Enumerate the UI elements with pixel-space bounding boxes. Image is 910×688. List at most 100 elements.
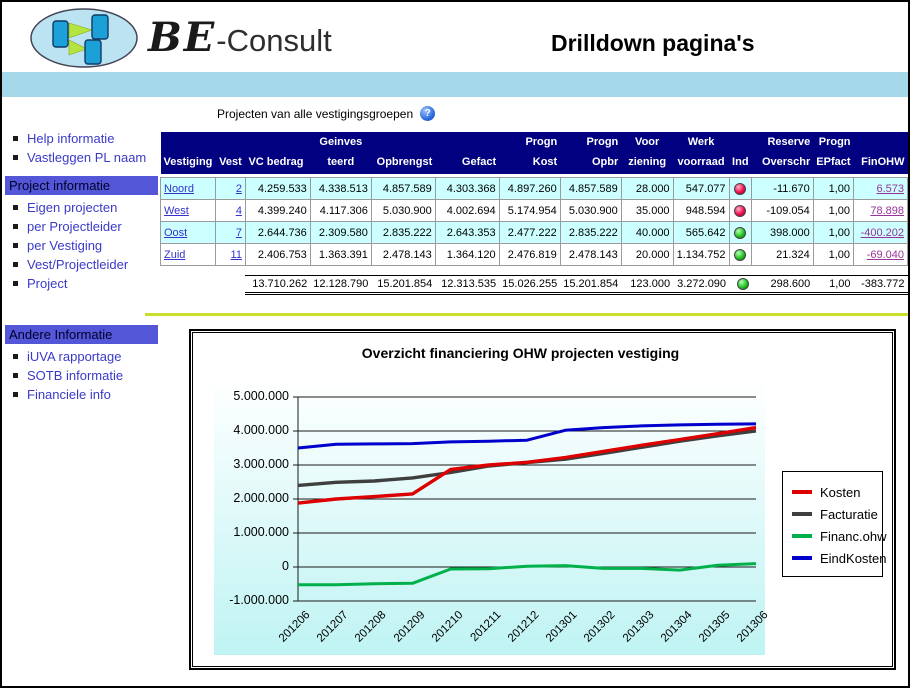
column-header-vc-bedrag: [245, 132, 311, 152]
column-header-ind: Ind: [729, 152, 752, 174]
sidebar-item-per-projectleider[interactable]: per Projectleider: [5, 218, 158, 235]
sidebar-item-iuva-rapportage[interactable]: iUVA rapportage: [5, 348, 158, 365]
vest-count-link[interactable]: 2: [235, 182, 242, 195]
legend-item-kosten: Kosten: [783, 481, 882, 503]
bullet-icon: [13, 136, 18, 141]
table-cell: 1,00: [812, 243, 855, 266]
table-cell: -11.670: [751, 177, 814, 200]
divider-line: [145, 313, 908, 316]
sidebar: Help informatie Vastleggen PL naam Projec…: [5, 128, 158, 294]
brand-rest-text: -Consult: [216, 23, 332, 58]
y-tick-label: -1.000.000: [229, 593, 289, 607]
table-cell: 28.000: [620, 177, 674, 200]
legend-item-facturatie: Facturatie: [783, 503, 882, 525]
sidebar-item-project-label: Project: [27, 276, 68, 291]
vestiging-link[interactable]: Noord: [164, 182, 194, 195]
column-header-teerd: teerd: [310, 152, 372, 174]
sidebar-item-financiele-info[interactable]: Financiele info: [5, 386, 158, 403]
table-cell: -69.040: [853, 243, 908, 266]
totals-cell: 15.201.854: [560, 274, 622, 296]
table-cell: 35.000: [620, 199, 674, 222]
indicator-ball-green: [736, 278, 749, 291]
table-cell: 1,00: [812, 199, 855, 222]
totals-cell: 298.600: [751, 274, 814, 296]
table-cell: 2.835.222: [559, 221, 622, 244]
table-cell: 565.642: [672, 221, 730, 244]
chart-inner: Overzicht financiering OHW projecten ves…: [192, 332, 893, 667]
vestiging-link[interactable]: Oost: [164, 226, 188, 239]
projects-table: Geinves Progn Progn Voor Werk Reserve Progn Ves…: [160, 132, 908, 296]
legend-swatch: [792, 534, 812, 538]
table-cell: [728, 199, 753, 222]
sidebar-item-per-vestiging[interactable]: per Vestiging: [5, 237, 158, 254]
table-cell: 2.406.753: [244, 243, 311, 266]
totals-cell: 3.272.090: [673, 274, 730, 296]
series-line-eindkosten: [297, 422, 757, 450]
sidebar-andere-items: iUVA rapportage SOTB informatie Financiele…: [5, 348, 158, 403]
totals-cell: -383.772: [853, 274, 908, 296]
table-cell: 4.303.368: [434, 177, 500, 200]
table-caption: Projecten van alle vestigingsgroepen: [217, 106, 414, 121]
column-header-finohw: FinOHW: [853, 152, 908, 174]
y-tick-label: 0: [282, 559, 289, 573]
column-header-vest: Vest: [215, 152, 246, 174]
table-cell: [728, 243, 753, 266]
table-cell: 4.897.260: [498, 177, 561, 200]
table-cell: 2.835.222: [370, 221, 436, 244]
sidebar-item-per-vestiging-label: per Vestiging: [27, 238, 103, 253]
table-cell: 2.644.736: [244, 221, 311, 244]
column-header-gefact: Gefact: [435, 152, 500, 174]
table-row: Noord 2 4.259.533 4.338.513 4.857.589 4.303.3…: [160, 177, 908, 200]
sidebar-item-vest-projectleider[interactable]: Vest/Projectleider: [5, 256, 158, 273]
vestiging-link[interactable]: Zuid: [164, 248, 186, 261]
table-cell: 2.476.819: [498, 243, 561, 266]
sidebar-item-eigen-projecten[interactable]: Eigen projecten: [5, 199, 158, 216]
series-line-financ-ohw: [298, 562, 757, 587]
sidebar-item-sotb-informatie[interactable]: SOTB informatie: [5, 367, 158, 384]
bullet-icon: [13, 243, 18, 248]
sidebar-item-help-informatie[interactable]: Help informatie: [5, 130, 158, 147]
table-cell: 5.174.954: [498, 199, 561, 222]
table-cell: 398.000: [751, 221, 814, 244]
table-cell: 4.857.589: [370, 177, 436, 200]
table-cell: 4.002.694: [434, 199, 500, 222]
table-cell: [728, 177, 753, 200]
column-header-teerd: Geinves: [310, 132, 372, 152]
vest-count-link[interactable]: 7: [235, 226, 242, 239]
table-cell: 4.399.240: [244, 199, 311, 222]
brand-script-text: BE: [148, 14, 217, 61]
totals-cell: [161, 276, 216, 294]
help-icon[interactable]: ?: [420, 106, 436, 121]
finohw-link[interactable]: -69.040: [866, 248, 904, 261]
vest-count-link[interactable]: 11: [230, 248, 242, 261]
finohw-link[interactable]: -400.202: [860, 226, 904, 239]
page-title: Drilldown pagina's: [551, 30, 755, 56]
column-header-opbrengst: Opbrengst: [371, 152, 436, 174]
vest-count-link[interactable]: 4: [235, 204, 242, 217]
finohw-link[interactable]: 6.573: [876, 182, 904, 195]
legend-item-financ-ohw: Financ.ohw: [783, 525, 886, 547]
table-cell: 5.030.900: [370, 199, 436, 222]
bullet-icon: [13, 155, 18, 160]
table-header-row: Geinves Progn Progn Voor Werk Reserve Progn: [160, 132, 908, 152]
sidebar-item-vastleggen-pl-naam[interactable]: Vastleggen PL naam: [5, 149, 158, 166]
table-cell: 2.477.222: [498, 221, 561, 244]
sidebar-item-vest-projectleider-label: Vest/Projectleider: [27, 257, 129, 272]
finohw-link[interactable]: 78.898: [870, 204, 904, 217]
column-header-vest: [215, 132, 246, 152]
table-cell: 78.898: [853, 199, 908, 222]
table-cell: 7: [214, 221, 246, 244]
y-tick-label: 4.000.000: [233, 423, 289, 437]
bullet-icon: [13, 281, 18, 286]
indicator-ball-red: [734, 182, 747, 195]
table-cell: 6.573: [853, 177, 908, 200]
table-cell: 1.364.120: [434, 243, 500, 266]
vestiging-link[interactable]: West: [164, 204, 189, 217]
sidebar-item-project[interactable]: Project: [5, 275, 158, 292]
sidebar-bottom: Andere Informatie iUVA rapportage SOTB in…: [5, 315, 158, 405]
totals-cell: 123.000: [621, 274, 674, 296]
table-row: West 4 4.399.240 4.117.306 5.030.900 4.002.69…: [160, 199, 908, 222]
table-cell: Zuid: [160, 243, 216, 266]
table-cell: -109.054: [751, 199, 814, 222]
